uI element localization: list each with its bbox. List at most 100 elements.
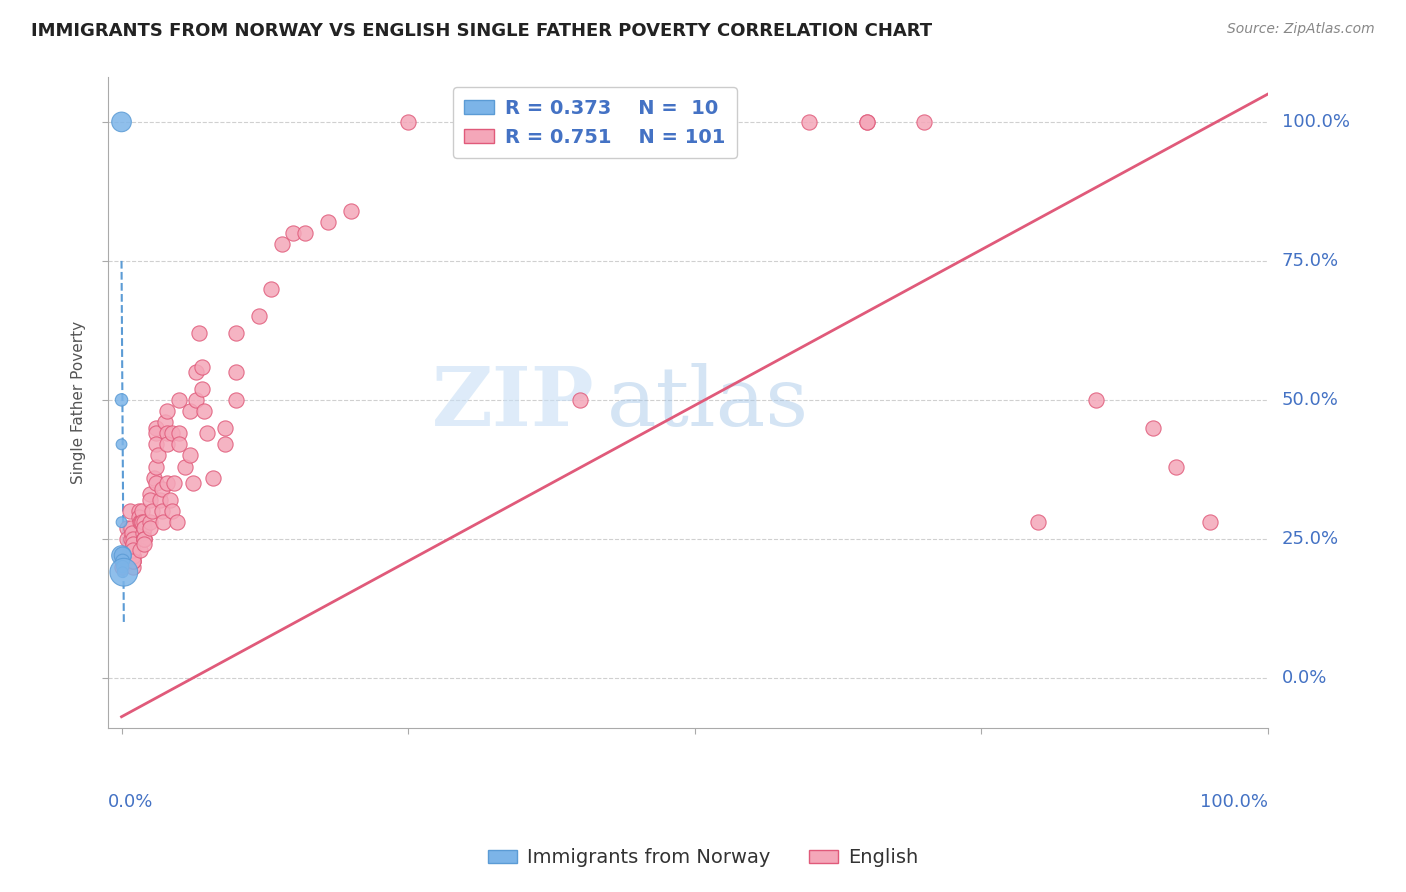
Point xyxy=(134,521,156,535)
Point xyxy=(117,532,139,546)
Point xyxy=(134,532,156,546)
Point xyxy=(145,426,167,441)
Point xyxy=(145,476,167,491)
Point xyxy=(141,504,163,518)
Point xyxy=(190,382,212,396)
Point xyxy=(122,554,145,568)
Point xyxy=(163,476,186,491)
Point xyxy=(181,476,204,491)
Point xyxy=(150,482,173,496)
Point xyxy=(122,543,145,558)
Point xyxy=(121,526,143,541)
Point xyxy=(122,549,145,563)
Point xyxy=(454,115,477,129)
Text: Source: ZipAtlas.com: Source: ZipAtlas.com xyxy=(1227,22,1375,37)
Point xyxy=(110,549,132,563)
Point xyxy=(129,515,152,529)
Legend: R = 0.373    N =  10, R = 0.751    N = 101: R = 0.373 N = 10, R = 0.751 N = 101 xyxy=(453,87,737,158)
Point xyxy=(111,565,134,579)
Point xyxy=(110,437,132,451)
Point xyxy=(111,554,134,568)
Point xyxy=(1199,515,1222,529)
Point xyxy=(122,554,145,568)
Point xyxy=(193,404,215,418)
Point xyxy=(190,359,212,374)
Point xyxy=(122,537,145,551)
Point xyxy=(316,215,339,229)
Point xyxy=(110,515,132,529)
Point xyxy=(122,537,145,551)
Point xyxy=(153,415,176,429)
Point xyxy=(134,532,156,546)
Point xyxy=(149,492,172,507)
Point xyxy=(225,365,247,379)
Point xyxy=(145,459,167,474)
Point xyxy=(179,449,201,463)
Point xyxy=(184,392,207,407)
Point xyxy=(160,426,183,441)
Point xyxy=(159,492,181,507)
Point xyxy=(150,504,173,518)
Point xyxy=(188,326,211,341)
Text: IMMIGRANTS FROM NORWAY VS ENGLISH SINGLE FATHER POVERTY CORRELATION CHART: IMMIGRANTS FROM NORWAY VS ENGLISH SINGLE… xyxy=(31,22,932,40)
Point xyxy=(117,521,139,535)
Legend: Immigrants from Norway, English: Immigrants from Norway, English xyxy=(479,840,927,875)
Point xyxy=(111,559,134,574)
Point xyxy=(166,515,188,529)
Point xyxy=(569,392,592,407)
Point xyxy=(156,426,179,441)
Text: 100.0%: 100.0% xyxy=(1199,793,1268,811)
Point xyxy=(145,420,167,434)
Text: atlas: atlas xyxy=(606,363,808,442)
Point xyxy=(167,392,190,407)
Point xyxy=(247,310,270,324)
Point xyxy=(512,115,534,129)
Point xyxy=(225,326,247,341)
Point xyxy=(294,226,316,240)
Point xyxy=(160,504,183,518)
Point xyxy=(145,437,167,451)
Point xyxy=(134,515,156,529)
Point xyxy=(131,504,153,518)
Point xyxy=(139,492,162,507)
Point xyxy=(122,549,145,563)
Point xyxy=(167,437,190,451)
Point xyxy=(283,226,305,240)
Point xyxy=(152,515,174,529)
Point xyxy=(1028,515,1050,529)
Point xyxy=(128,515,150,529)
Point xyxy=(396,115,419,129)
Point xyxy=(122,559,145,574)
Point xyxy=(179,404,201,418)
Point xyxy=(173,459,195,474)
Point xyxy=(120,532,142,546)
Text: 100.0%: 100.0% xyxy=(1282,113,1350,131)
Point xyxy=(167,426,190,441)
Point xyxy=(225,392,247,407)
Point xyxy=(339,203,361,218)
Point xyxy=(139,515,162,529)
Point xyxy=(122,554,145,568)
Point xyxy=(110,115,132,129)
Point xyxy=(855,115,877,129)
Point xyxy=(110,392,132,407)
Point xyxy=(110,554,132,568)
Text: 75.0%: 75.0% xyxy=(1282,252,1339,270)
Point xyxy=(214,420,236,434)
Text: ZIP: ZIP xyxy=(432,363,595,442)
Point xyxy=(134,537,156,551)
Point xyxy=(855,115,877,129)
Y-axis label: Single Father Poverty: Single Father Poverty xyxy=(72,321,86,484)
Point xyxy=(148,449,170,463)
Point xyxy=(156,437,179,451)
Point xyxy=(214,437,236,451)
Point xyxy=(184,365,207,379)
Point xyxy=(120,521,142,535)
Point xyxy=(1084,392,1107,407)
Text: 50.0%: 50.0% xyxy=(1282,391,1339,409)
Point xyxy=(1142,420,1164,434)
Point xyxy=(112,565,135,579)
Text: 0.0%: 0.0% xyxy=(1282,669,1327,687)
Point xyxy=(799,115,821,129)
Point xyxy=(128,509,150,524)
